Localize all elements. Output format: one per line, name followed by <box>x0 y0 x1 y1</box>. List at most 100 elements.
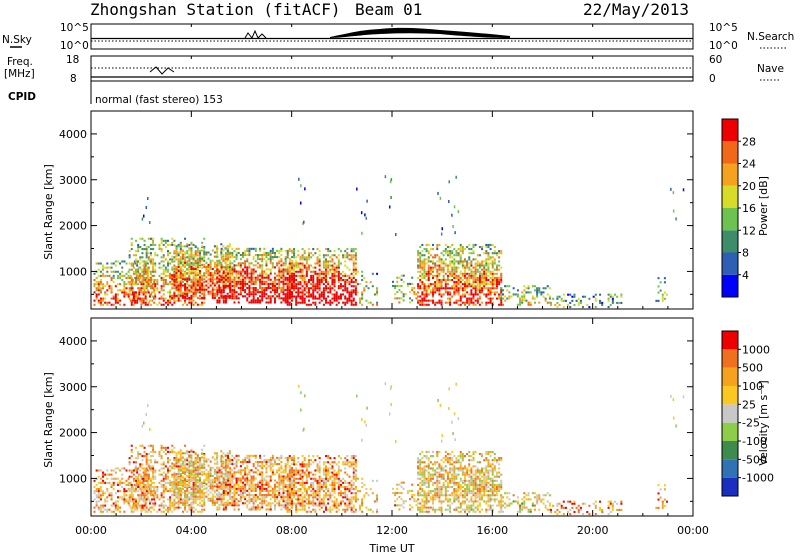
power-cell <box>276 264 279 267</box>
power-cell <box>116 301 119 304</box>
power-cell <box>131 299 134 302</box>
velocity-cell <box>192 502 195 505</box>
power-cell <box>417 264 420 267</box>
power-cell <box>220 258 223 261</box>
power-cell <box>192 292 195 295</box>
power-cell <box>102 266 105 269</box>
power-cell <box>248 251 251 254</box>
power-cell <box>303 293 306 296</box>
power-cell <box>233 268 236 271</box>
power-cell <box>261 266 264 269</box>
power-cell <box>231 278 234 281</box>
power-cell <box>493 291 496 294</box>
velocity-cell <box>250 475 253 478</box>
power-cell <box>201 241 204 244</box>
power-cell <box>288 295 291 298</box>
power-cell <box>442 254 445 257</box>
power-cell <box>474 264 477 267</box>
power-cell <box>470 268 473 271</box>
power-cell <box>449 252 452 255</box>
power-cell <box>457 283 460 286</box>
power-cell <box>154 278 157 282</box>
velocity-cell <box>125 469 128 472</box>
power-cell <box>235 274 238 277</box>
power-cell <box>318 289 321 292</box>
power-cell <box>288 260 291 263</box>
velocity-cell <box>175 495 178 498</box>
power-cell <box>192 276 195 279</box>
velocity-cell <box>135 500 138 503</box>
power-cell <box>179 293 182 296</box>
power-cell <box>295 260 298 263</box>
velocity-cell <box>184 471 187 474</box>
power-cell <box>233 249 236 252</box>
velocity-cell <box>93 490 96 493</box>
power-cell <box>224 274 227 277</box>
power-cell <box>181 249 184 252</box>
power-cell <box>171 294 174 297</box>
power-cell <box>376 303 379 306</box>
power-cell <box>354 266 357 269</box>
velocity-cell <box>211 456 214 459</box>
power-cell <box>463 276 466 279</box>
power-cell <box>273 287 276 290</box>
velocity-cell <box>140 490 143 493</box>
power-cell <box>220 295 223 298</box>
power-cell <box>261 264 264 267</box>
power-cell <box>162 299 165 302</box>
power-cell <box>463 274 466 277</box>
velocity-cell <box>261 496 264 499</box>
velocity-cell <box>228 450 231 453</box>
velocity-cell <box>252 483 255 486</box>
power-cell <box>461 262 464 265</box>
velocity-cell <box>181 491 184 494</box>
freq-unit: [MHz] <box>4 68 35 80</box>
power-cell <box>487 268 490 271</box>
velocity-cell <box>177 502 180 505</box>
velocity-cell <box>153 508 156 511</box>
power-cell <box>263 280 266 283</box>
velocity-cell <box>265 481 268 484</box>
power-cell <box>211 267 214 271</box>
velocity-cell <box>93 498 96 501</box>
power-cell <box>432 270 435 273</box>
power-cell <box>288 266 291 269</box>
power-cell <box>201 249 204 252</box>
velocity-cell <box>203 479 206 482</box>
power-cell <box>478 264 481 267</box>
power-cell <box>139 299 142 302</box>
velocity-cell <box>196 487 199 490</box>
power-cell <box>192 262 195 265</box>
velocity-cell <box>211 489 214 492</box>
velocity-cell <box>146 492 149 495</box>
power-cell <box>164 270 167 273</box>
power-cell <box>205 272 208 275</box>
power-cell <box>419 264 422 267</box>
power-cell <box>533 289 536 292</box>
power-cell <box>286 299 289 302</box>
power-cell <box>149 303 152 306</box>
velocity-cell <box>128 494 131 497</box>
velocity-cell <box>239 481 242 484</box>
velocity-cell <box>220 493 223 496</box>
power-cell <box>335 297 338 300</box>
velocity-cell <box>175 481 178 484</box>
power-cell <box>531 297 534 300</box>
velocity-cell <box>143 483 146 486</box>
power-cell <box>436 248 439 251</box>
power-cell <box>116 289 119 292</box>
power-cell <box>344 303 347 306</box>
velocity-cell <box>227 456 230 459</box>
power-cell <box>125 283 128 286</box>
power-cell <box>114 297 117 300</box>
power-cell <box>201 286 204 289</box>
velocity-cell <box>164 465 167 468</box>
velocity-cell <box>194 485 197 488</box>
velocity-cell <box>179 472 182 475</box>
power-cell <box>620 295 623 298</box>
power-cell <box>137 248 140 251</box>
power-cell <box>128 283 131 286</box>
power-cell <box>325 260 328 263</box>
power-cell <box>463 303 466 306</box>
power-cell <box>446 252 449 255</box>
